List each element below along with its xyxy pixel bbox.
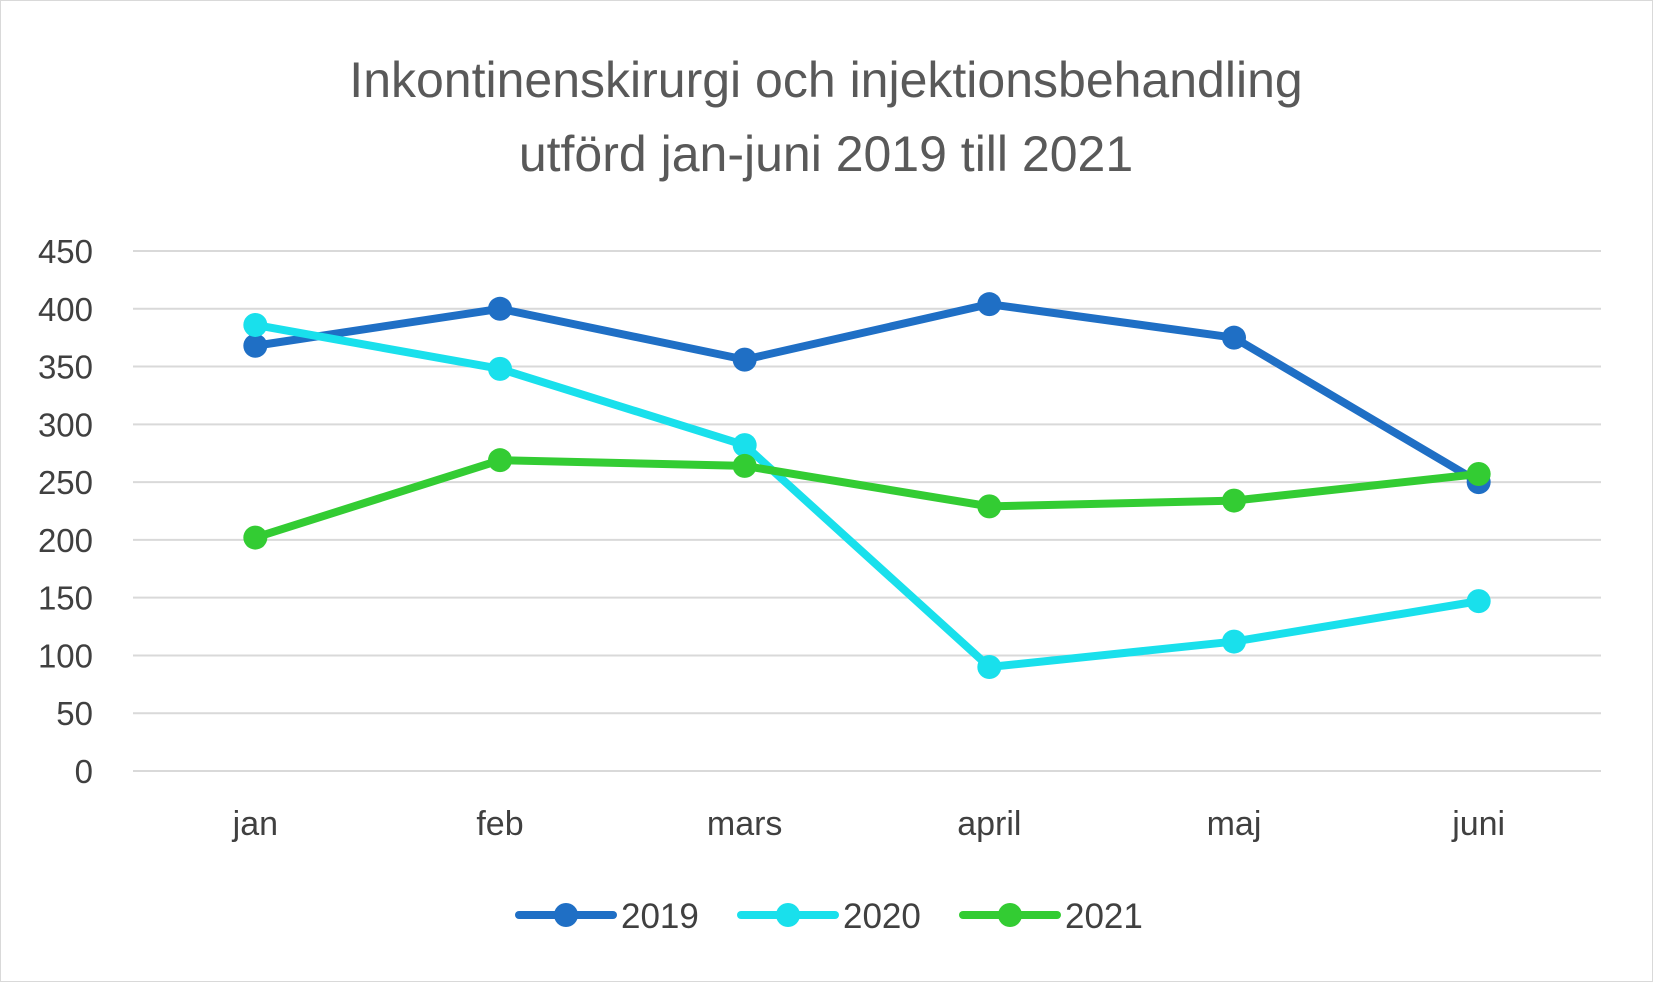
y-tick-label: 450 [38,233,93,270]
chart-title-line-2: utförd jan-juni 2019 till 2021 [519,126,1133,182]
legend-label: 2021 [1065,897,1143,936]
x-axis: jan feb mars april maj juni [232,805,1505,843]
data-point [243,333,268,358]
y-tick-label: 150 [38,580,93,617]
legend: 2019 2020 2021 [515,897,1143,936]
data-point [732,453,757,478]
data-point [1222,629,1246,654]
y-tick-label: 50 [56,695,93,732]
data-point [977,494,1002,519]
data-point [732,347,757,372]
y-tick-label: 100 [38,637,93,674]
data-point [488,356,512,381]
legend-item: 2021 [959,897,1143,936]
series-line [251,456,1483,542]
data-point [243,312,268,337]
legend-swatch-marker [776,903,800,927]
x-tick-label: jan [232,805,278,843]
data-point [1222,488,1246,513]
y-tick-label: 0 [75,753,93,790]
chart-title-line-1: Inkontinenskirurgi och injektionsbehandl… [349,52,1302,108]
y-tick-label: 350 [38,349,93,386]
data-point [732,433,757,458]
series-2020 [243,312,1491,679]
x-tick-label: mars [707,805,783,843]
plot-area [243,292,1491,679]
data-point [1222,325,1246,350]
legend-item: 2019 [515,897,699,936]
data-point [243,525,268,550]
y-tick-label: 400 [38,291,93,328]
data-point [488,296,512,321]
legend-swatch-marker [554,903,578,927]
series-2019 [243,292,1491,495]
y-tick-label: 200 [38,522,93,559]
series-2021 [243,448,1491,550]
series-line [251,320,1483,671]
legend-label: 2019 [621,897,699,936]
y-tick-label: 250 [38,464,93,501]
x-tick-label: maj [1207,805,1262,843]
data-point [977,292,1002,317]
data-point [1466,462,1491,487]
x-tick-label: juni [1451,805,1505,843]
data-point [977,655,1002,679]
legend-swatch-marker [998,903,1022,927]
data-point [1466,589,1491,614]
x-tick-label: april [957,805,1021,843]
y-axis: 0 50 100 150 200 250 300 350 400 450 [38,233,93,790]
series-line [251,300,1483,487]
legend-item: 2020 [737,897,921,936]
y-tick-label: 300 [38,406,93,443]
legend-label: 2020 [843,897,921,936]
data-point [488,448,512,473]
x-tick-label: feb [476,805,523,843]
